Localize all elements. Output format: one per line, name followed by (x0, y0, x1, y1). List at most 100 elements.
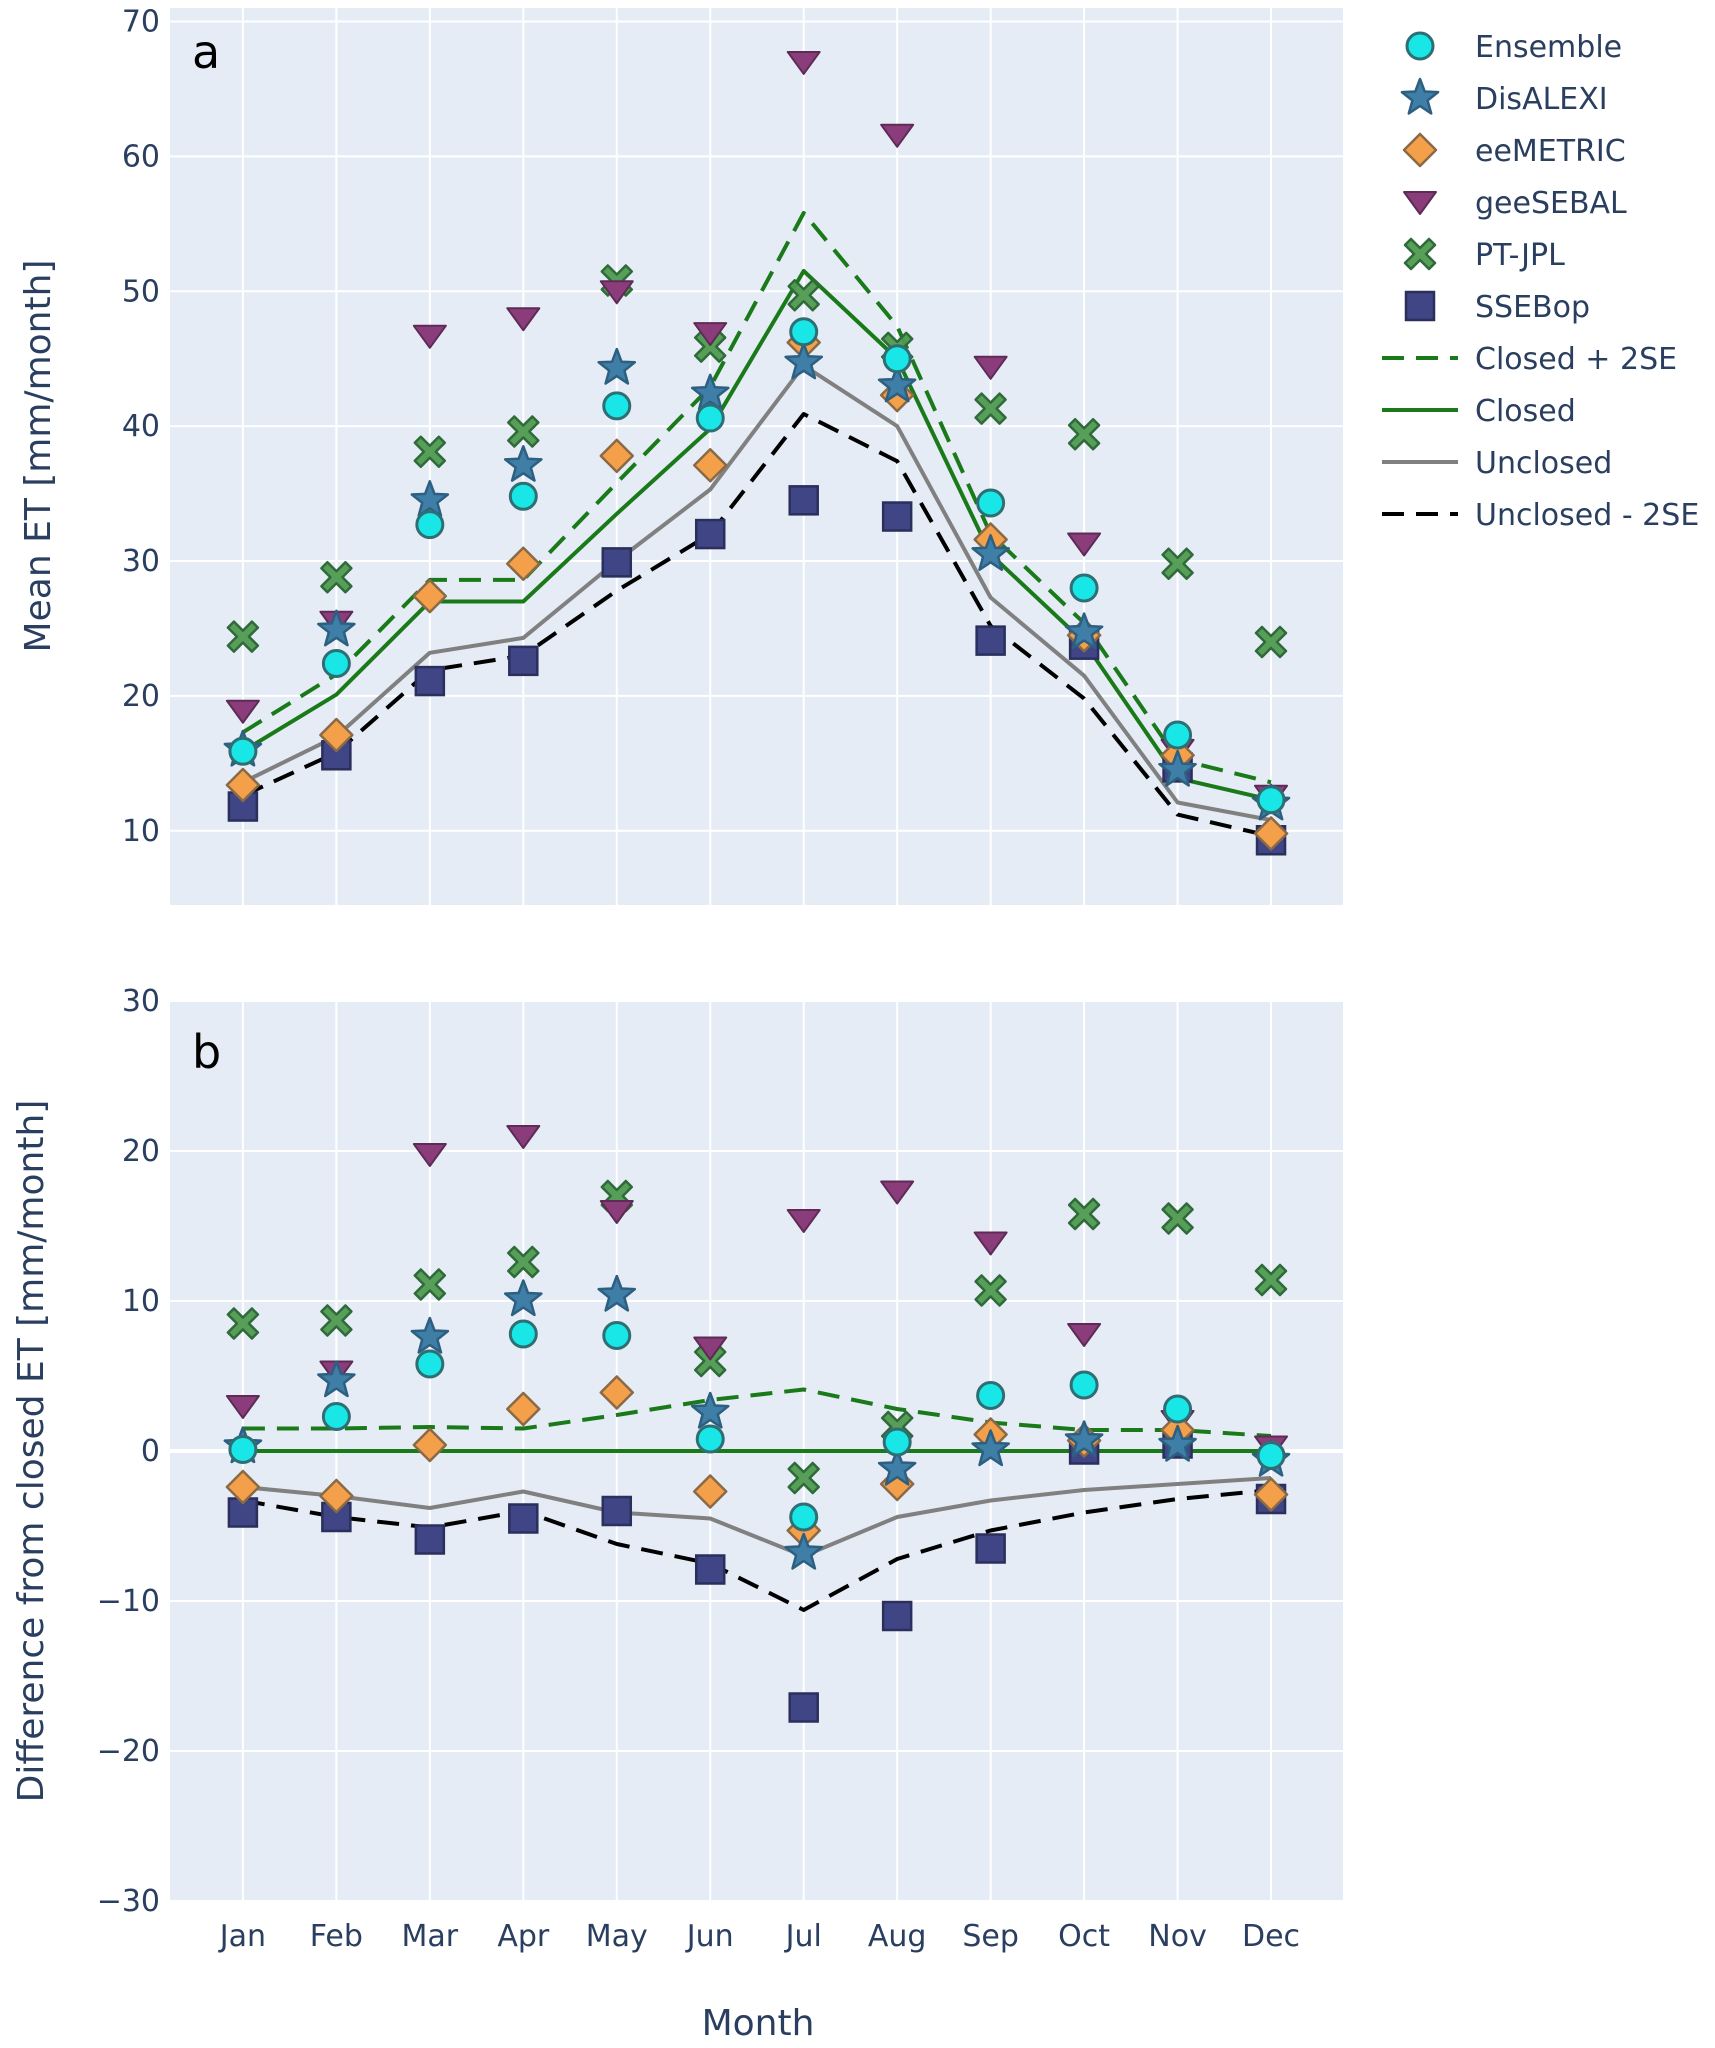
point-ensemble (508, 481, 538, 511)
series-line-unclosed-2se (242, 1488, 1272, 1612)
panel-label: a (192, 25, 220, 79)
y-tick-label: 0 (141, 1434, 160, 1469)
point-eemetric (412, 578, 448, 614)
point-disalexi (317, 609, 356, 647)
point-disalexi (1064, 612, 1104, 650)
point-ensemble (321, 1402, 351, 1431)
point-eemetric (599, 1375, 635, 1410)
point-ssebop (601, 547, 633, 578)
point-disalexi (690, 373, 730, 411)
legend-item-unclosed: Unclosed (1382, 446, 1612, 481)
legend-label: eeMETRIC (1475, 134, 1626, 169)
y-tick-label: −30 (97, 1884, 160, 1919)
point-geesebal (880, 1180, 915, 1205)
point-disalexi (1064, 1420, 1104, 1458)
point-geesebal (225, 1395, 260, 1419)
point-geesebal (1067, 532, 1102, 557)
point-eemetric (1253, 816, 1289, 851)
x-tick-label: Feb (310, 1919, 363, 1954)
point-geesebal (973, 1231, 1008, 1256)
plot-background (170, 8, 1343, 905)
y-tick-label: 60 (122, 139, 160, 174)
point-geesebal (880, 123, 915, 148)
legend-marker-ssebop (1404, 290, 1436, 322)
point-disalexi (690, 1391, 730, 1429)
point-disalexi (877, 365, 917, 403)
panel-a: 10 20 30 40 50 60 70 Mean ET [mm/month] a (18, 4, 1343, 905)
point-pt-jpl (320, 560, 353, 594)
y-tick-label: 10 (122, 1284, 160, 1319)
point-pt-jpl (1254, 1263, 1288, 1297)
point-ensemble (1256, 1441, 1286, 1470)
point-geesebal (786, 50, 821, 75)
series-line-closed-2se (242, 1387, 1272, 1438)
point-pt-jpl (1254, 625, 1288, 659)
point-eemetric (412, 1427, 448, 1463)
point-pt-jpl (787, 279, 820, 312)
point-disalexi (503, 1279, 543, 1317)
legend-label: Unclosed - 2SE (1475, 498, 1699, 533)
point-ensemble (882, 1427, 912, 1457)
point-ensemble (228, 736, 258, 766)
y-tick-label: 50 (122, 274, 160, 309)
point-ensemble (695, 1424, 725, 1454)
x-tick-label: Aug (868, 1919, 927, 1954)
x-tick-label: Jun (685, 1919, 734, 1954)
point-pt-jpl (1067, 1197, 1101, 1231)
series-eemetric (225, 325, 1289, 851)
legend-label: Closed (1475, 394, 1576, 429)
legend-item-closed-2se: Closed + 2SE (1382, 342, 1677, 377)
legend-item-unclosed-2se: Unclosed - 2SE (1382, 498, 1699, 533)
point-disalexi (597, 1274, 637, 1312)
point-ssebop (881, 501, 913, 532)
point-ensemble (789, 317, 819, 347)
legend-item-ssebop: SSEBop (1404, 290, 1590, 325)
point-ensemble (976, 1381, 1006, 1410)
point-ensemble (321, 649, 351, 679)
point-ensemble (789, 1502, 819, 1532)
point-ensemble (1256, 785, 1286, 815)
point-ensemble (882, 344, 912, 374)
point-pt-jpl (507, 415, 540, 448)
point-geesebal (225, 699, 260, 724)
point-pt-jpl (413, 1268, 447, 1301)
point-eemetric (319, 717, 354, 753)
legend-label: geeSEBAL (1475, 186, 1627, 221)
panel-b: −30 −20 −10 0 10 20 30 Difference from closed E… (11, 984, 1343, 1954)
legend-marker-eemetric (1402, 132, 1438, 168)
x-axis-title: Month (702, 2003, 815, 2044)
point-pt-jpl (226, 620, 260, 653)
point-ssebop (881, 1600, 913, 1632)
point-ssebop (694, 518, 726, 550)
series-ensemble (228, 1319, 1286, 1532)
point-geesebal (786, 1209, 821, 1233)
point-ensemble (1163, 720, 1193, 750)
legend-item-geesebal: geeSEBAL (1403, 186, 1627, 221)
point-ssebop (601, 1495, 633, 1527)
legend-item-pt-jpl: PT-JPL (1403, 237, 1565, 273)
x-tick-label: Jan (218, 1919, 266, 1954)
point-geesebal (506, 1125, 541, 1149)
x-tick-label: Apr (497, 1919, 550, 1954)
point-disalexi (317, 1360, 356, 1398)
legend-label: SSEBop (1475, 290, 1590, 325)
series-line-unclosed (242, 363, 1272, 822)
point-geesebal (1067, 1323, 1102, 1347)
x-tick-label: Jul (784, 1919, 822, 1954)
legend-label: Closed + 2SE (1475, 342, 1677, 377)
legend-marker-ensemble (1405, 31, 1435, 61)
x-tick-label: Dec (1242, 1919, 1300, 1954)
point-geesebal (506, 307, 541, 332)
point-geesebal (599, 280, 634, 305)
y-axis-title: Difference from closed ET [mm/month] (11, 1100, 52, 1803)
y-tick-label: 40 (122, 409, 160, 444)
point-pt-jpl (974, 1274, 1007, 1307)
legend-label: DisALEXI (1475, 82, 1608, 117)
point-geesebal (693, 322, 728, 347)
point-ssebop (788, 485, 819, 516)
point-pt-jpl (1161, 547, 1194, 580)
point-eemetric (506, 546, 541, 581)
x-tick-label: Mar (402, 1919, 459, 1954)
point-ssebop (975, 625, 1006, 656)
point-disalexi (784, 342, 824, 380)
